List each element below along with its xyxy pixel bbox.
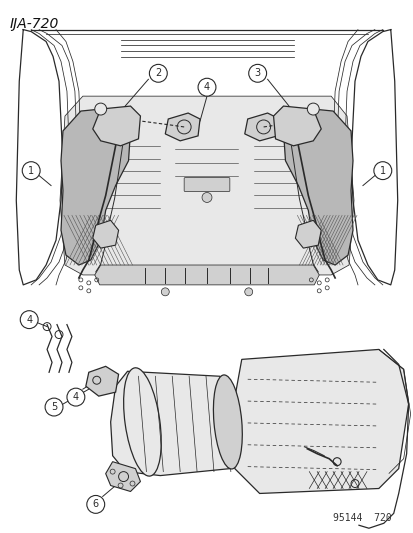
Circle shape (244, 288, 252, 296)
Text: 4: 4 (26, 314, 32, 325)
Circle shape (95, 103, 107, 115)
Polygon shape (60, 96, 353, 275)
Circle shape (306, 103, 318, 115)
Polygon shape (85, 366, 118, 396)
Text: 5: 5 (51, 402, 57, 412)
Circle shape (20, 311, 38, 328)
Text: 1: 1 (28, 166, 34, 176)
Circle shape (45, 398, 63, 416)
Ellipse shape (213, 375, 242, 469)
Circle shape (373, 161, 391, 180)
Circle shape (22, 161, 40, 180)
Circle shape (93, 376, 100, 384)
Polygon shape (93, 220, 118, 248)
Circle shape (161, 288, 169, 296)
Text: 1: 1 (379, 166, 385, 176)
Circle shape (87, 496, 104, 513)
Polygon shape (110, 372, 239, 475)
Circle shape (248, 64, 266, 82)
Ellipse shape (123, 368, 161, 476)
Polygon shape (61, 109, 130, 265)
Polygon shape (93, 106, 140, 146)
Polygon shape (105, 462, 140, 491)
Text: 2: 2 (155, 68, 161, 78)
Polygon shape (231, 350, 408, 494)
Text: 4: 4 (204, 82, 209, 92)
FancyBboxPatch shape (184, 177, 229, 191)
Text: 3: 3 (254, 68, 260, 78)
Polygon shape (95, 265, 318, 285)
Polygon shape (283, 109, 352, 265)
Circle shape (67, 388, 85, 406)
Polygon shape (244, 113, 279, 141)
Polygon shape (165, 113, 199, 141)
Circle shape (202, 192, 211, 203)
Text: 6: 6 (93, 499, 99, 510)
Circle shape (197, 78, 216, 96)
Text: IJA-720: IJA-720 (9, 17, 59, 31)
Text: 4: 4 (73, 392, 79, 402)
Polygon shape (295, 220, 320, 248)
Polygon shape (273, 106, 320, 146)
Text: 95144  720: 95144 720 (332, 513, 391, 523)
Circle shape (149, 64, 167, 82)
